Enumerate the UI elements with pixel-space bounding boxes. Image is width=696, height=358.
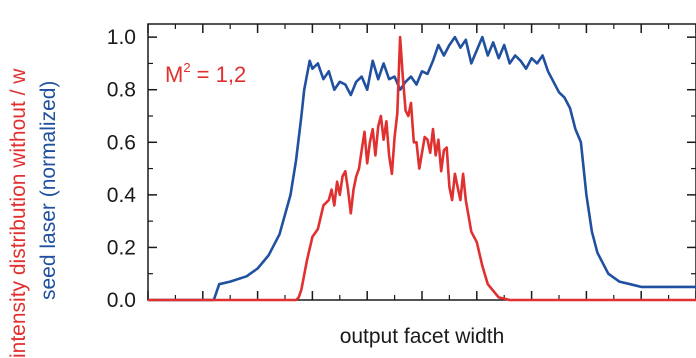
x-axis [147,24,696,300]
y-tick-label: 0.6 [107,131,136,154]
y-axis-label-line1: intensity distribution without / w [7,68,30,358]
y-axis: 0.0 0.2 0.4 0.6 0.8 1.0 [107,26,696,312]
m-squared-annotation: M2 = 1,2 [165,60,246,87]
series-line-with-seed [148,35,696,302]
x-axis-label: output facet width [340,325,505,348]
y-tick-label: 0.8 [107,79,136,102]
series-line-without-seed [148,35,696,302]
series-group [148,35,696,302]
y-tick-label: 0.0 [107,289,136,312]
y-tick-label: 0.2 [107,236,136,259]
y-axis-label-line2: seed laser (normalized) [37,81,60,300]
y-tick-label: 1.0 [107,26,136,49]
y-tick-label: 0.4 [107,184,137,207]
